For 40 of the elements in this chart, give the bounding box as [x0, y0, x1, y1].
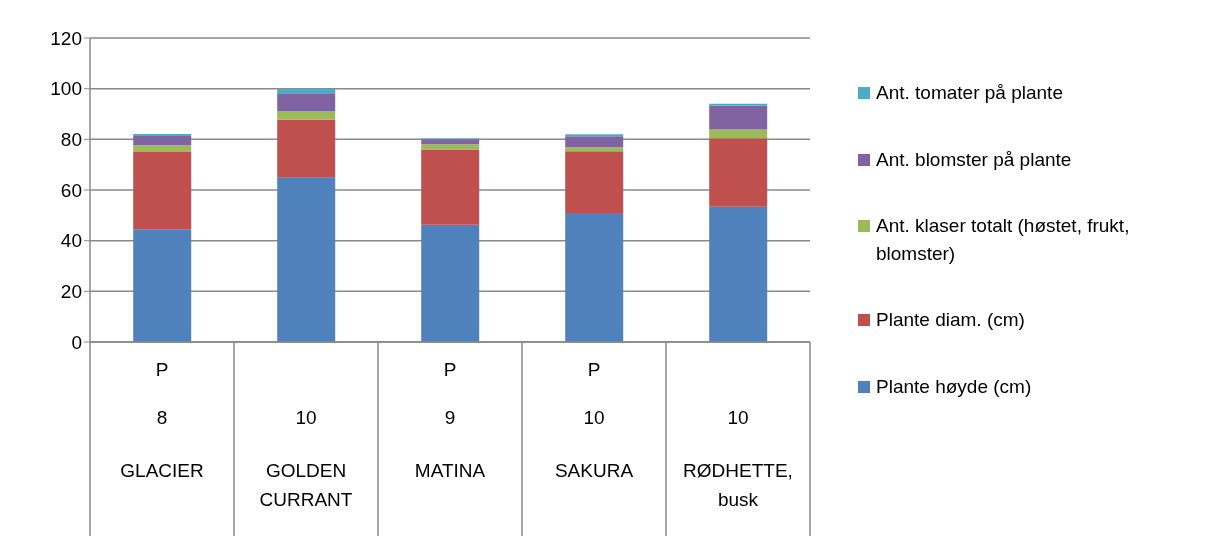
category-label: 10 RØDHETTE, busk [683, 407, 793, 510]
bar [709, 206, 768, 342]
bar [421, 139, 480, 145]
bar [421, 144, 480, 150]
bar [421, 224, 480, 342]
bar [709, 105, 768, 130]
bar [421, 149, 480, 225]
y-tick-label: 20 [60, 281, 82, 303]
y-tick-label: 100 [50, 78, 82, 100]
y-tick-label: 120 [50, 27, 82, 49]
bar [709, 129, 768, 139]
bar [565, 146, 624, 152]
bar [133, 229, 192, 342]
category-label: P 10 SAKURA [554, 359, 634, 481]
bar [565, 151, 624, 214]
bar [565, 213, 624, 342]
legend-label: Ant. blomster på plante [876, 147, 1073, 172]
bar [709, 138, 768, 207]
category-label: P 8 GLACIER [120, 359, 204, 481]
legend-label: Plante høyde (cm) [876, 374, 1033, 399]
bar [277, 110, 336, 120]
bar [565, 136, 624, 147]
bar [277, 177, 336, 342]
category-label: 10 GOLDEN CURRANT [259, 407, 353, 510]
bar [277, 88, 336, 94]
bar [277, 93, 336, 111]
bar [565, 134, 624, 137]
legend-label: Ant. tomater på plante [876, 81, 1064, 106]
bar [133, 134, 192, 137]
y-tick-label: 0 [71, 331, 82, 353]
legend-label: Ant. klaser totalt (høstet, frukt, blomster) [876, 213, 1131, 266]
y-tick-label: 80 [60, 129, 82, 151]
bar [133, 136, 192, 146]
y-tick-label: 60 [60, 179, 82, 201]
category-label: P 9 MATINA [414, 359, 486, 481]
bar [277, 119, 336, 178]
bar [133, 145, 192, 152]
bar [133, 152, 192, 230]
y-tick-label: 40 [60, 230, 82, 252]
legend-label: Plante diam. (cm) [876, 308, 1026, 333]
